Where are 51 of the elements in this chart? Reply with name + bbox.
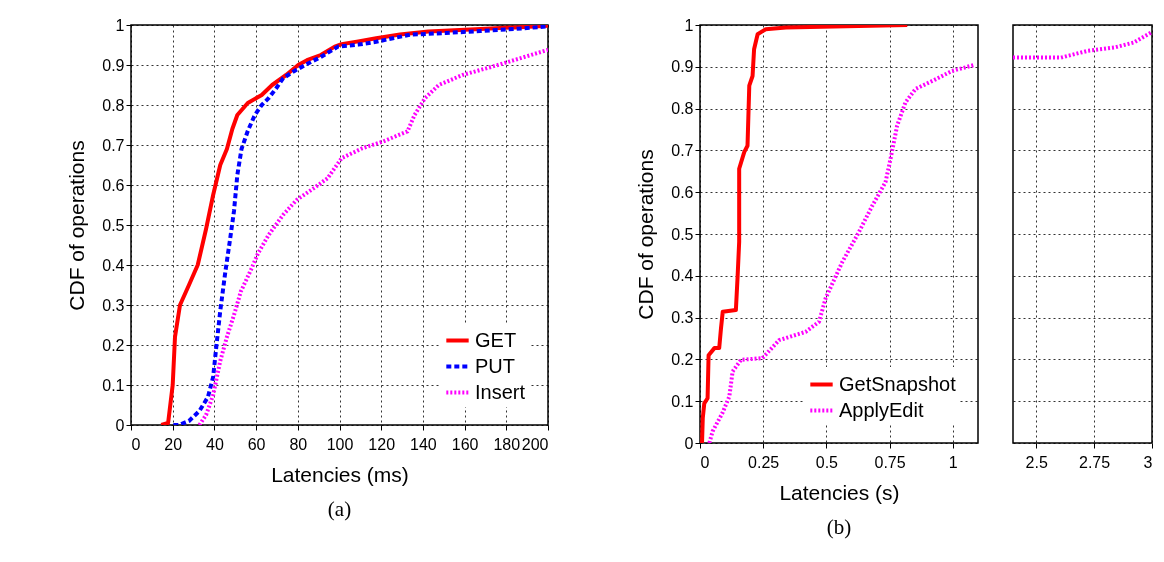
y-tick-label: 0.2	[671, 350, 694, 368]
x-tick-label: 100	[326, 435, 354, 453]
legend-label: Insert	[475, 380, 526, 403]
x-tick-label: 160	[451, 435, 479, 453]
y-tick-label: 0.8	[671, 100, 694, 118]
y-tick-label: 0	[115, 416, 125, 434]
x-tick-label: 140	[410, 435, 437, 453]
x-axis-title: Latencies (ms)	[271, 462, 409, 486]
y-tick-label: 0.8	[102, 96, 125, 114]
x-tick-label: 0	[700, 453, 710, 471]
x-tick-label: 0	[131, 435, 141, 453]
y-tick-label: 0.1	[671, 392, 694, 410]
x-tick-label: 1	[948, 453, 958, 471]
x-tick-label: 20	[164, 435, 183, 453]
legend-label: GetSnapshot	[839, 372, 957, 395]
x-tick-label: 0.25	[748, 453, 780, 471]
y-tick-label: 0.4	[102, 256, 125, 274]
legend-label: ApplyEdit	[839, 398, 924, 421]
x-tick-label: 3	[1143, 453, 1153, 471]
x-tick-label: 120	[368, 435, 396, 453]
legend-label: GET	[475, 328, 517, 351]
y-tick-label: 1	[115, 16, 125, 34]
x-tick-label: 2.5	[1025, 453, 1048, 471]
x-tick-label: 2.75	[1079, 453, 1111, 471]
y-tick-label: 0.1	[102, 376, 125, 394]
legend-label: PUT	[475, 354, 515, 377]
text: (b)	[826, 515, 852, 539]
y-tick-label: 0.7	[671, 141, 694, 159]
y-tick-label: 0.9	[102, 56, 125, 74]
y-tick-label: 0.6	[671, 183, 694, 201]
y-tick-label: 0.5	[671, 225, 694, 243]
x-tick-label: 80	[289, 435, 308, 453]
y-tick-label: 0.3	[671, 309, 694, 327]
x-tick-label: 60	[247, 435, 266, 453]
y-axis-title: CDF of operations	[634, 149, 658, 320]
x-tick-label: 180	[493, 435, 521, 453]
y-tick-label: 0.4	[671, 267, 694, 285]
y-tick-label: 0.6	[102, 176, 125, 194]
y-tick-label: 0.9	[671, 58, 694, 76]
text: (a)	[327, 497, 352, 521]
x-tick-label: 200	[521, 435, 549, 453]
y-tick-label: 0.3	[102, 296, 125, 314]
y-tick-label: 1	[684, 16, 694, 34]
y-axis-title: CDF of operations	[65, 140, 89, 311]
x-tick-label: 0.75	[874, 453, 906, 471]
y-tick-label: 0.2	[102, 336, 125, 354]
x-axis-title: Latencies (s)	[779, 480, 900, 504]
x-tick-label: 40	[206, 435, 224, 453]
x-tick-label: 0.5	[815, 453, 839, 471]
y-tick-label: 0.5	[102, 216, 125, 234]
y-tick-label: 0.7	[102, 136, 125, 154]
